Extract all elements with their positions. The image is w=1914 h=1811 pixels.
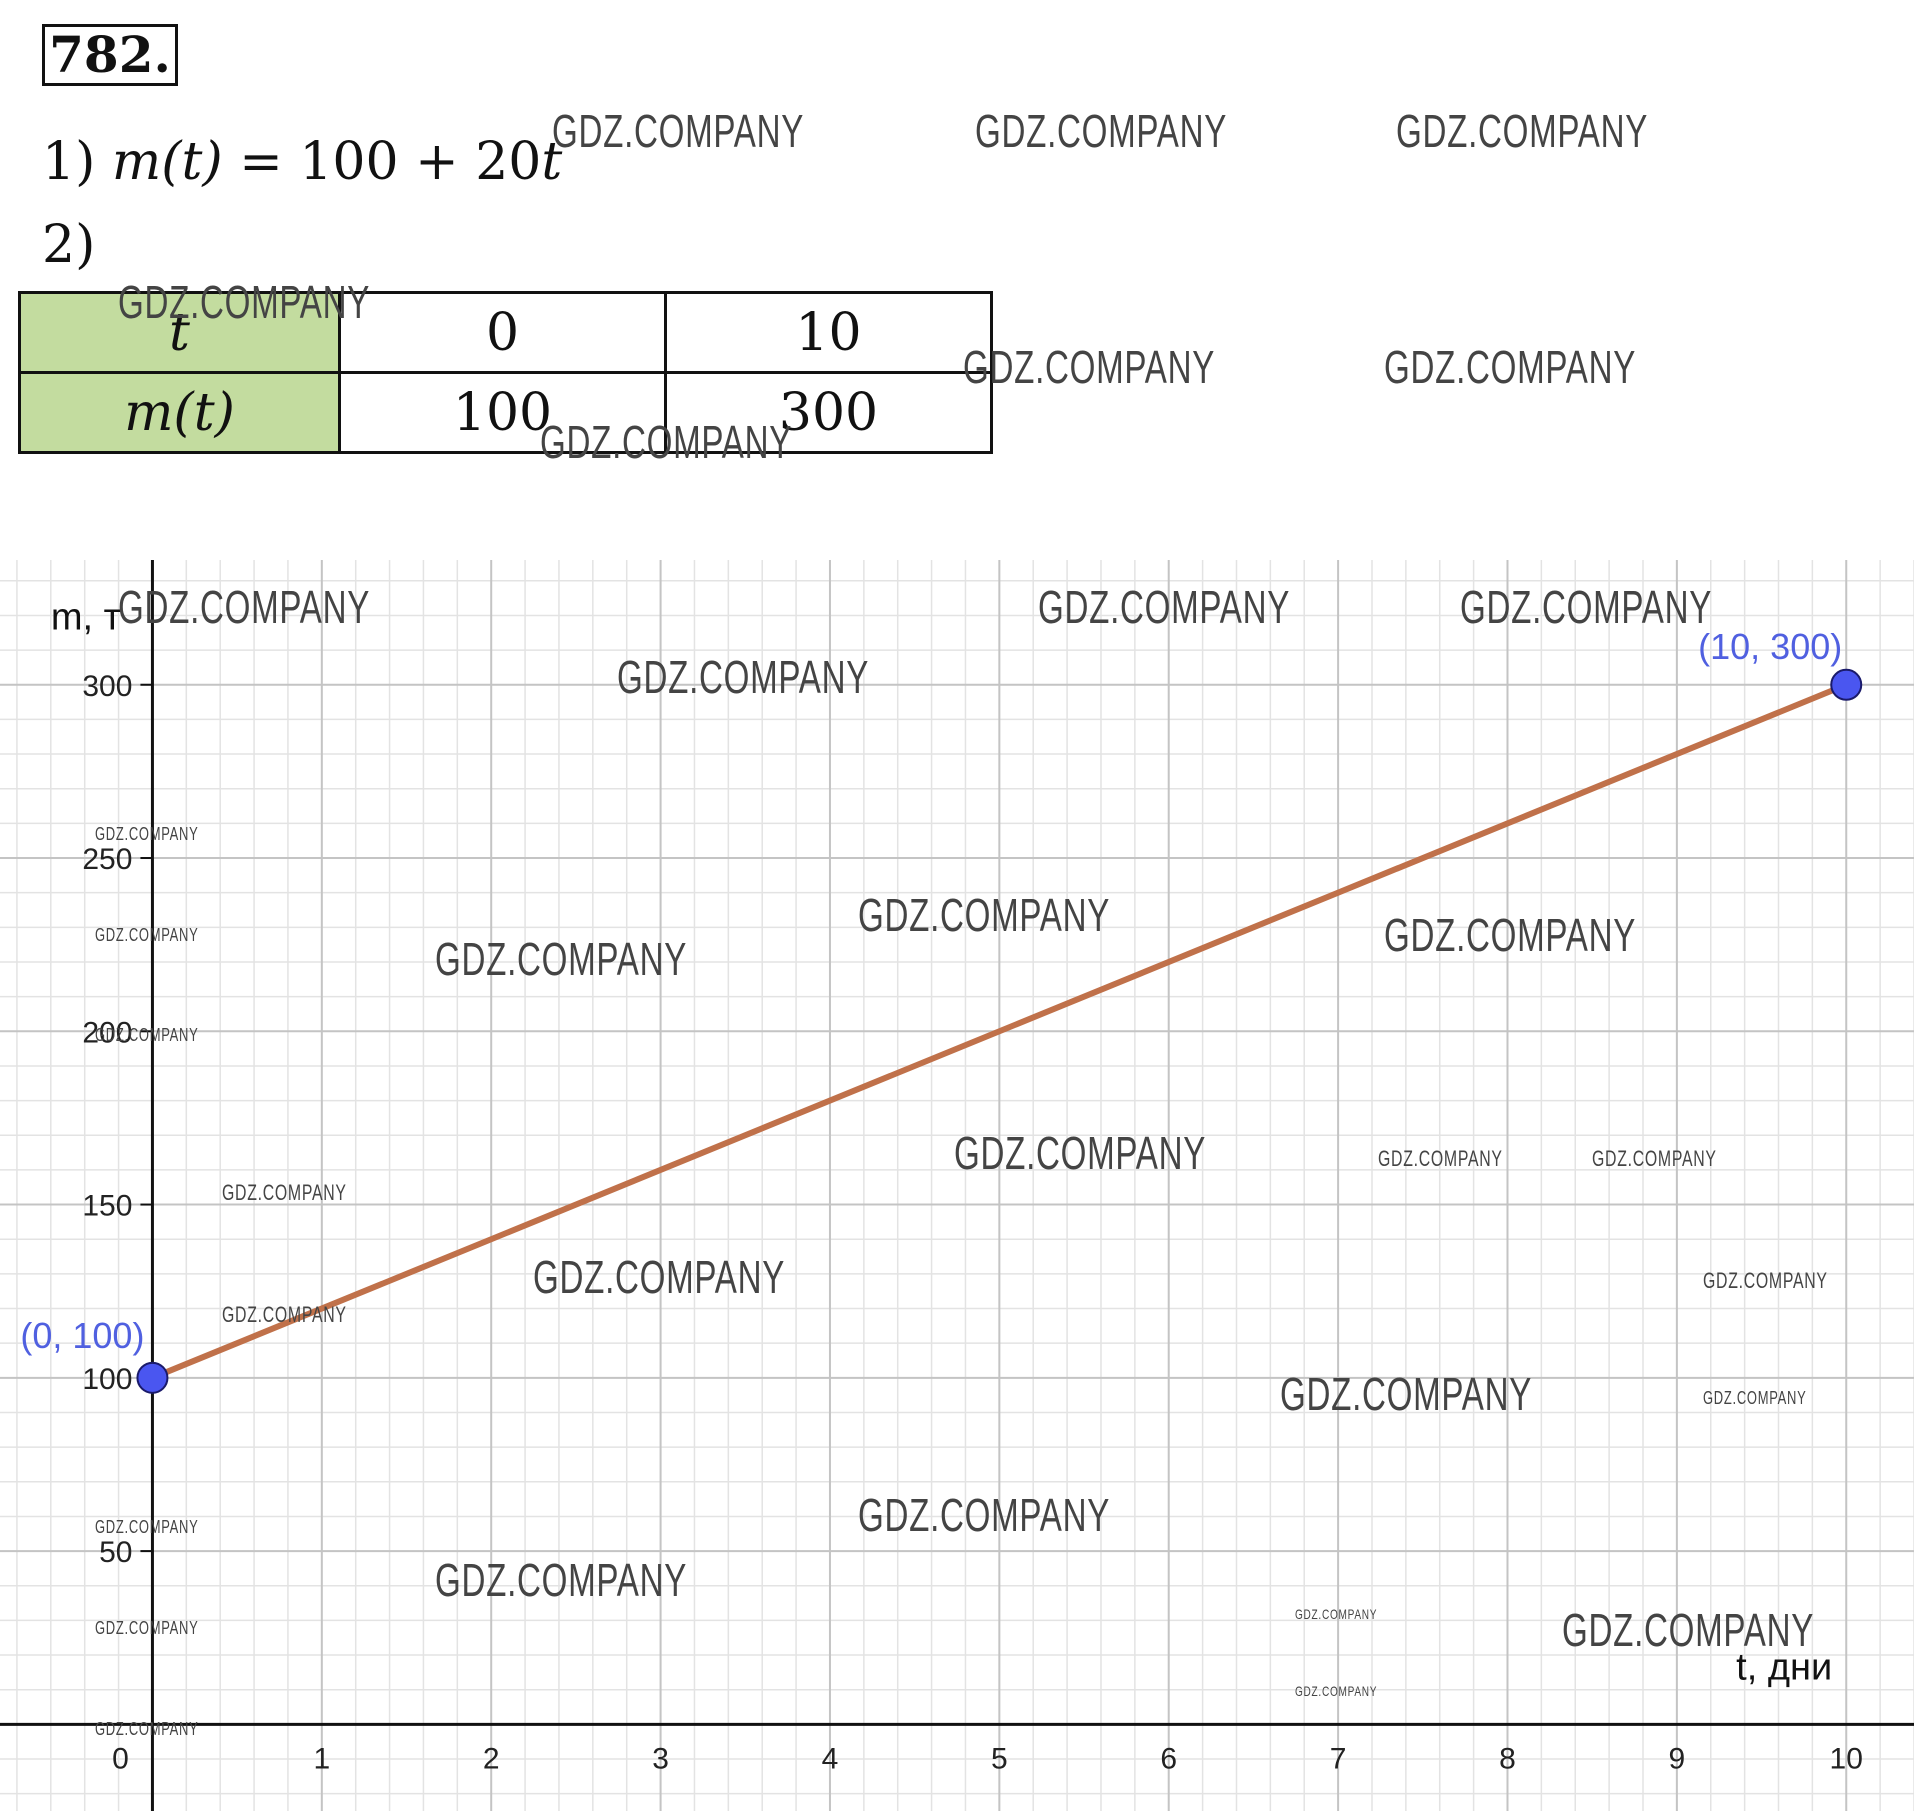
tick-labels: 0 1 2 3 4 5 6 7 8 9 10 50 100 150 200 250 300 — [82, 670, 1863, 1776]
watermark: GDZ.COMPANY — [975, 105, 1228, 157]
table-cell: 0 — [338, 291, 667, 374]
watermark: GDZ.COMPANY — [95, 824, 199, 844]
y-tick-label: 150 — [82, 1190, 132, 1223]
watermark: GDZ.COMPANY — [1396, 105, 1649, 157]
data-label: (10, 300) — [1698, 626, 1842, 667]
data-line — [149, 681, 1850, 1381]
x-tick-label: 5 — [991, 1742, 1008, 1775]
watermark: GDZ.COMPANY — [1460, 581, 1713, 633]
watermark: GDZ.COMPANY — [95, 1025, 199, 1045]
formula-lhs: m(t) — [111, 132, 223, 192]
watermark: GDZ.COMPANY — [95, 925, 199, 945]
x-tick-label: 10 — [1830, 1742, 1863, 1775]
watermark: GDZ.COMPANY — [118, 276, 371, 328]
part1-label: 1) — [42, 132, 96, 192]
y-tick-label: 50 — [99, 1536, 132, 1569]
y-axis-label: m, т — [51, 596, 121, 638]
watermark: GDZ.COMPANY — [1384, 909, 1637, 961]
watermark: GDZ.COMPANY — [435, 933, 688, 985]
x-tick-label: 7 — [1330, 1742, 1347, 1775]
series — [149, 681, 1850, 1381]
table-row: t 0 10 — [18, 291, 993, 374]
watermark: GDZ.COMPANY — [1038, 581, 1291, 633]
x-tick-label: 3 — [652, 1742, 669, 1775]
watermark: GDZ.COMPANY — [1295, 1606, 1378, 1622]
watermark: GDZ.COMPANY — [222, 1302, 347, 1327]
table-row-header: t — [18, 291, 341, 374]
x-axis-label: t, дни — [1736, 1646, 1832, 1688]
watermark: GDZ.COMPANY — [954, 1127, 1207, 1179]
watermark: GDZ.COMPANY — [222, 1180, 347, 1205]
problem-number: 782. — [42, 24, 178, 86]
watermark: GDZ.COMPANY — [552, 105, 805, 157]
table-cell: 10 — [664, 291, 993, 374]
watermark: GDZ.COMPANY — [435, 1554, 688, 1606]
table-row-header: m(t) — [18, 371, 341, 454]
axes — [0, 560, 1914, 1811]
watermark: GDZ.COMPANY — [963, 341, 1216, 393]
x-tick-label: 2 — [483, 1742, 500, 1775]
y-tick-label: 200 — [82, 1016, 132, 1049]
y-tick-label: 250 — [82, 843, 132, 876]
formula-var: t — [541, 132, 563, 192]
watermark: GDZ.COMPANY — [1703, 1268, 1828, 1293]
formula-rhs: = 100 + 20 — [222, 132, 542, 192]
watermark: GDZ.COMPANY — [95, 1719, 199, 1739]
table-row: m(t) 100 300 — [18, 371, 993, 454]
formula: 1) m(t) = 100 + 20t — [42, 132, 562, 192]
chart: 0 1 2 3 4 5 6 7 8 9 10 50 100 150 200 250 300 (0, 100) (1… — [0, 560, 1914, 1811]
points: (0, 100) (10, 300) — [20, 626, 1863, 1394]
part2-label: 2) — [42, 215, 96, 275]
watermark: GDZ.COMPANY — [1280, 1368, 1533, 1420]
y-tick-label: 100 — [82, 1363, 132, 1396]
watermark: GDZ.COMPANY — [95, 1618, 199, 1638]
watermark: GDZ.COMPANY — [1703, 1388, 1807, 1408]
watermark: GDZ.COMPANY — [858, 889, 1111, 941]
x-tick-label: 8 — [1499, 1742, 1516, 1775]
table-cell: 300 — [664, 371, 993, 454]
watermark: GDZ.COMPANY — [1592, 1146, 1717, 1171]
watermark: GDZ.COMPANY — [1378, 1146, 1503, 1171]
x-tick-label: 6 — [1160, 1742, 1177, 1775]
watermark: GDZ.COMPANY — [533, 1251, 786, 1303]
x-tick-label: 4 — [822, 1742, 839, 1775]
watermark: GDZ.COMPANY — [617, 651, 870, 703]
y-tick-label: 300 — [82, 670, 132, 703]
watermark: GDZ.COMPANY — [858, 1489, 1111, 1541]
watermark: GDZ.COMPANY — [540, 416, 793, 468]
data-point — [1830, 668, 1863, 701]
x-tick-label: 1 — [313, 1742, 330, 1775]
watermark: GDZ.COMPANY — [95, 1517, 199, 1537]
x-tick-label: 0 — [112, 1742, 129, 1775]
x-tick-label: 9 — [1669, 1742, 1686, 1775]
data-point — [136, 1361, 169, 1394]
watermark: GDZ.COMPANY — [1384, 341, 1637, 393]
watermark: GDZ.COMPANY — [1562, 1604, 1815, 1656]
watermark: GDZ.COMPANY — [118, 581, 371, 633]
watermark: GDZ.COMPANY — [1295, 1683, 1378, 1699]
value-table: t 0 10 m(t) 100 300 — [18, 291, 993, 454]
table-cell: 100 — [338, 371, 667, 454]
data-label: (0, 100) — [20, 1315, 144, 1356]
